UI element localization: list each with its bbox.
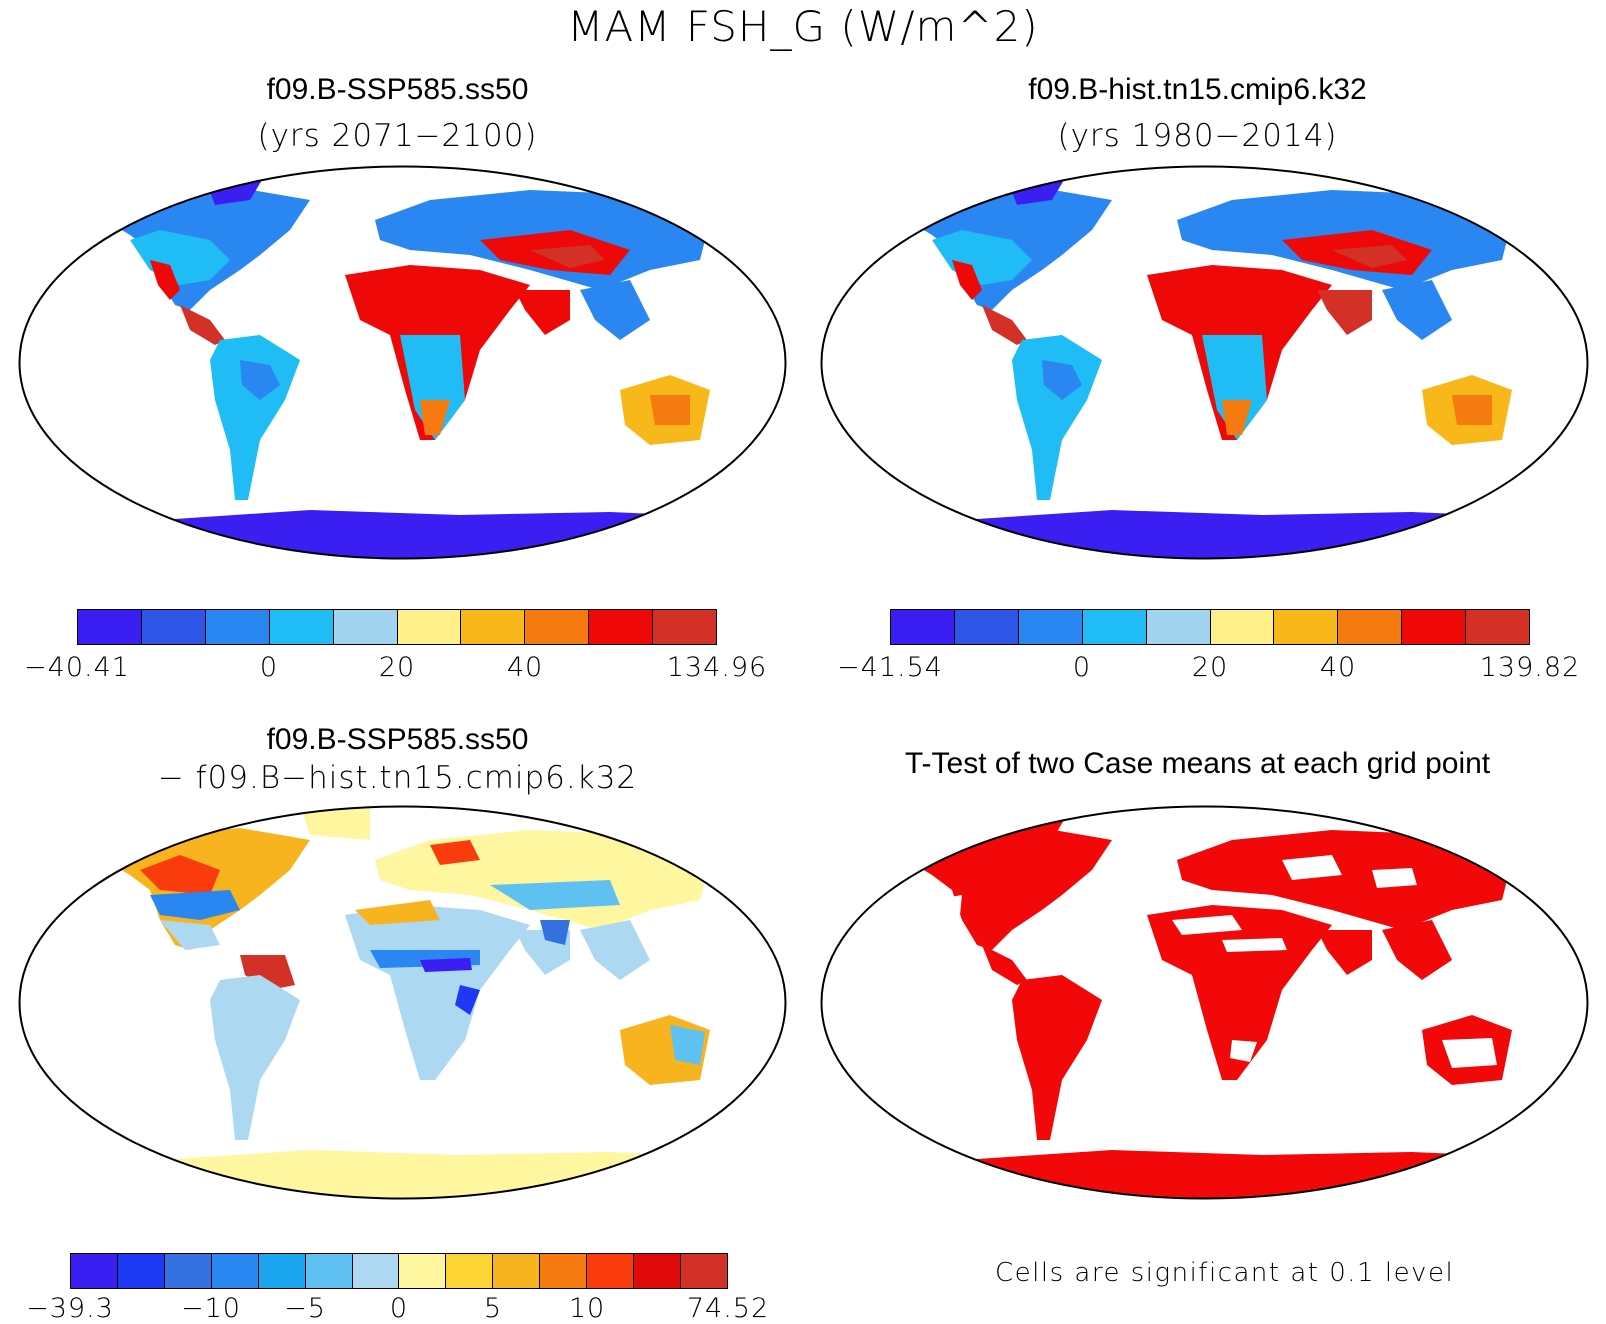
panel-2-tick: 40 xyxy=(1319,652,1357,683)
panel-2-tick: 20 xyxy=(1191,652,1229,683)
panel-3-tick: 5 xyxy=(483,1293,503,1324)
figure-title: MAM FSH_G (W/m^2) xyxy=(567,2,1039,51)
colorbar-swatch xyxy=(1402,610,1467,644)
colorbar-swatch xyxy=(305,1254,353,1288)
panel-2-tick: 0 xyxy=(1072,652,1092,683)
colorbar-swatch xyxy=(891,610,955,644)
colorbar-swatch xyxy=(1338,610,1403,644)
panel-3-tick: 74.52 xyxy=(686,1293,770,1324)
colorbar-swatch xyxy=(1466,610,1530,644)
panel-3-map xyxy=(10,800,795,1205)
panel-3-tick: −39.3 xyxy=(26,1293,114,1324)
panel-3-subtitle: − f09.B−hist.tn15.cmip6.k32 xyxy=(157,760,638,796)
panel-3-colorbar xyxy=(70,1253,728,1289)
panel-3-tick: 0 xyxy=(389,1293,409,1324)
colorbar-swatch xyxy=(634,1254,681,1288)
panel-3-title: f09.B-SSP585.ss50 xyxy=(266,723,529,756)
colorbar-swatch xyxy=(333,610,398,644)
colorbar-swatch xyxy=(680,1254,727,1288)
panel-2-subtitle: (yrs 1980−2014) xyxy=(1057,118,1338,154)
colorbar-swatch xyxy=(141,610,206,644)
panel-2-tick: −41.54 xyxy=(837,652,943,683)
panel-2-colorbar xyxy=(890,609,1530,645)
colorbar-swatch xyxy=(1146,610,1211,644)
colorbar-swatch xyxy=(117,1254,165,1288)
colorbar-swatch xyxy=(525,610,590,644)
panel-1-colorbar xyxy=(77,609,717,645)
panel-2-map xyxy=(812,160,1597,565)
colorbar-swatch xyxy=(1018,610,1083,644)
panel-3-tick: −10 xyxy=(181,1293,241,1324)
colorbar-swatch xyxy=(258,1254,306,1288)
panel-4-title: T-Test of two Case means at each grid po… xyxy=(904,747,1491,780)
colorbar-swatch xyxy=(205,610,270,644)
panel-4-map xyxy=(812,800,1597,1205)
panel-1-tick: 40 xyxy=(506,652,544,683)
panel-1-tick: 134.96 xyxy=(666,652,768,683)
colorbar-swatch xyxy=(446,1254,494,1288)
colorbar-swatch xyxy=(164,1254,212,1288)
colorbar-swatch xyxy=(587,1254,635,1288)
colorbar-swatch xyxy=(1082,610,1147,644)
colorbar-swatch xyxy=(397,610,462,644)
panel-2-title: f09.B-hist.tn15.cmip6.k32 xyxy=(1028,73,1367,106)
panel-1-tick: 0 xyxy=(259,652,279,683)
colorbar-swatch xyxy=(493,1254,541,1288)
panel-1-tick: 20 xyxy=(378,652,416,683)
colorbar-swatch xyxy=(540,1254,588,1288)
colorbar-swatch xyxy=(211,1254,259,1288)
colorbar-swatch xyxy=(589,610,654,644)
colorbar-swatch xyxy=(461,610,526,644)
colorbar-swatch xyxy=(653,610,717,644)
panel-1-tick: −40.41 xyxy=(24,652,130,683)
colorbar-swatch xyxy=(1274,610,1339,644)
panel-1-subtitle: (yrs 2071−2100) xyxy=(257,118,538,154)
colorbar-swatch xyxy=(352,1254,400,1288)
colorbar-swatch xyxy=(954,610,1019,644)
colorbar-swatch xyxy=(399,1254,447,1288)
colorbar-swatch xyxy=(71,1254,118,1288)
colorbar-swatch xyxy=(78,610,142,644)
colorbar-swatch xyxy=(269,610,334,644)
significance-note: Cells are significant at 0.1 level xyxy=(995,1258,1455,1288)
panel-3-tick: 10 xyxy=(568,1293,606,1324)
panel-1-map xyxy=(10,160,795,565)
panel-1-title: f09.B-SSP585.ss50 xyxy=(266,73,529,106)
panel-2-tick: 139.82 xyxy=(1479,652,1581,683)
colorbar-swatch xyxy=(1210,610,1275,644)
panel-3-tick: −5 xyxy=(284,1293,326,1324)
